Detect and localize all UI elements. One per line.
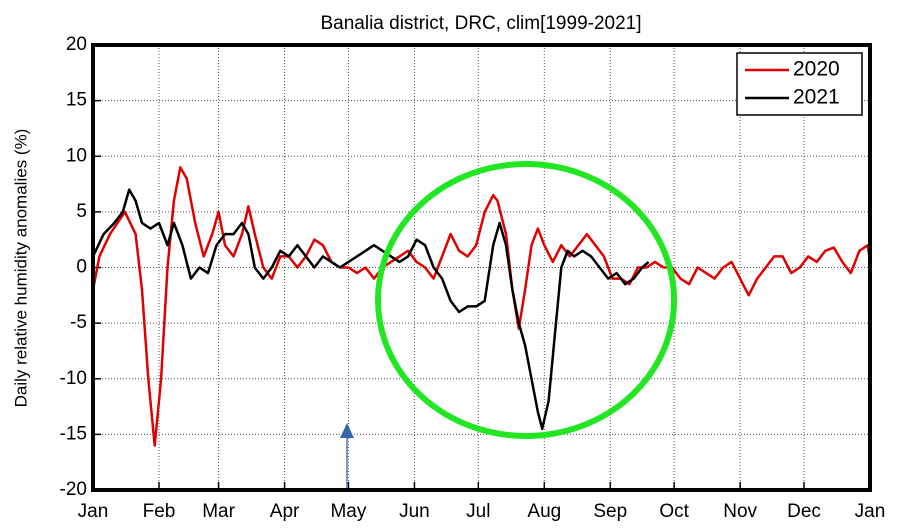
data-line [91, 166, 872, 447]
y-tick-label: 0 [76, 257, 87, 278]
y-tick-label: -10 [60, 368, 87, 389]
y-tick-label: -15 [60, 423, 87, 444]
y-axis-label: Daily relative humidity anomalies (%) [11, 129, 30, 408]
x-tick-label: May [330, 501, 366, 522]
x-tick-label: Apr [270, 501, 300, 522]
y-tick-label: 15 [66, 90, 87, 111]
y-tick-label: -5 [70, 312, 87, 333]
x-tick-label: Jul [466, 501, 490, 522]
x-tick-label: Jan [855, 501, 886, 522]
x-tick-label: Aug [527, 501, 561, 522]
data-line [91, 188, 650, 431]
y-tick-label: 5 [76, 201, 87, 222]
legend-box [736, 52, 863, 116]
arrow-head [340, 423, 354, 438]
x-tick-label: Nov [723, 501, 757, 522]
x-tick-label: Oct [659, 501, 689, 522]
x-tick-label: Sep [593, 501, 627, 522]
y-tick-label: 20 [66, 34, 87, 55]
y-tick-label: -20 [60, 479, 87, 500]
legend-label: 2020 [793, 58, 840, 81]
axes-frame [91, 43, 872, 492]
x-tick-label: Mar [202, 501, 235, 522]
legend-label: 2021 [793, 86, 840, 109]
x-tick-label: Jun [399, 501, 430, 522]
y-tick-label: 10 [66, 145, 87, 166]
x-tick-label: Jan [78, 501, 109, 522]
highlight-circle [375, 161, 677, 439]
x-tick-label: Dec [787, 501, 821, 522]
chart-title: Banalia district, DRC, clim[1999-2021] [320, 13, 641, 34]
x-tick-label: Feb [143, 501, 176, 522]
